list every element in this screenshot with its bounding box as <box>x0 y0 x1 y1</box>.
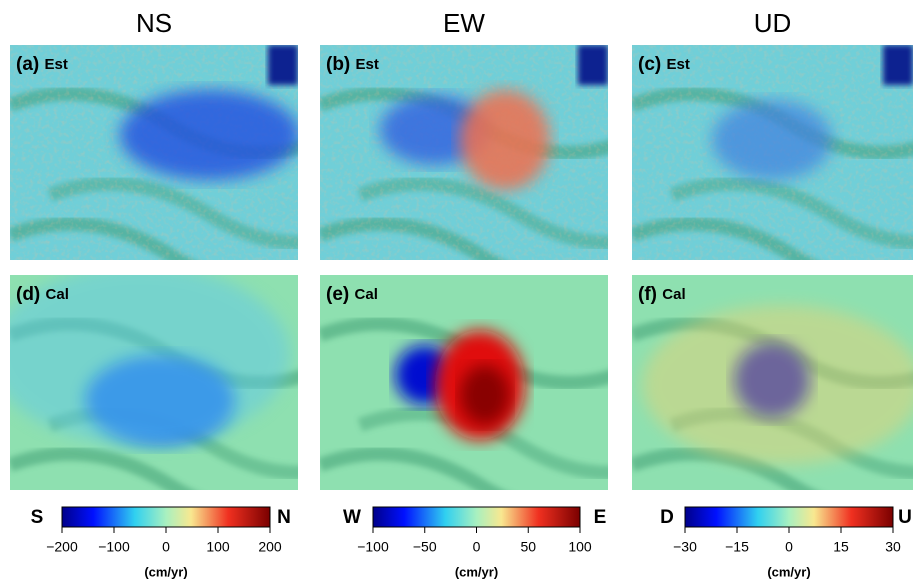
corner <box>883 45 913 85</box>
tick-label: −30 <box>673 539 697 555</box>
column-title: NS <box>136 8 172 38</box>
tick-label: −100 <box>357 539 389 555</box>
tick-label: 100 <box>206 539 230 555</box>
panel-tag: Cal <box>46 286 69 303</box>
tick-label: 0 <box>162 539 170 555</box>
anomaly <box>712 100 832 180</box>
column-title: EW <box>443 8 485 38</box>
panel-tag: Cal <box>355 286 378 303</box>
colorbar-unit: (cm/yr) <box>455 564 498 579</box>
panel-image <box>10 45 298 260</box>
tick-label: 50 <box>520 539 536 555</box>
panel: (c) Est <box>632 45 913 260</box>
panel-tag: Est <box>356 56 379 73</box>
panel-letter: (f) <box>638 284 657 305</box>
anomaly <box>120 90 298 180</box>
colorbar-low: W <box>343 507 361 528</box>
tick-label: −50 <box>413 539 437 555</box>
panel-letter: (a) <box>16 54 39 75</box>
colorbar-low: D <box>660 507 674 528</box>
panel: (e) Cal <box>320 275 608 490</box>
tick-label: 30 <box>885 539 901 555</box>
corner <box>268 45 298 85</box>
panel-tag: Est <box>45 56 68 73</box>
panel-label: (c) Est <box>638 54 690 75</box>
colorbar <box>61 506 271 528</box>
panel-label: (d) Cal <box>16 284 69 305</box>
colorbar-unit: (cm/yr) <box>767 564 810 579</box>
terrain <box>320 446 504 490</box>
panel-image <box>632 45 913 260</box>
terrain <box>10 446 194 490</box>
terrain <box>357 406 608 480</box>
panel: (f) Cal <box>632 275 913 490</box>
tick-label: 200 <box>258 539 282 555</box>
tick-label: −100 <box>98 539 130 555</box>
colorbar-unit: (cm/yr) <box>144 564 187 579</box>
panel-tag: Est <box>667 56 690 73</box>
anomaly <box>460 365 510 425</box>
panel-image <box>632 275 913 490</box>
panel-label: (a) Est <box>16 54 68 75</box>
tick-label: −15 <box>725 539 749 555</box>
panel-image <box>320 275 608 490</box>
panel-letter: (e) <box>326 284 349 305</box>
tick-label: −200 <box>46 539 78 555</box>
panel-label: (e) Cal <box>326 284 378 305</box>
colorbar-high: N <box>277 507 291 528</box>
tick-label: 0 <box>785 539 793 555</box>
anomaly <box>460 90 550 190</box>
column-title: UD <box>754 8 792 38</box>
panel-letter: (d) <box>16 284 40 305</box>
colorbar <box>372 506 581 528</box>
tick-label: 0 <box>473 539 481 555</box>
tick-label: 100 <box>568 539 592 555</box>
panel-label: (b) Est <box>326 54 379 75</box>
panel-label: (f) Cal <box>638 284 686 305</box>
terrain <box>632 446 816 490</box>
panel-tag: Cal <box>662 286 685 303</box>
panel-image <box>320 45 608 260</box>
colorbar <box>684 506 894 528</box>
colorbar-high: E <box>594 507 607 528</box>
panel-letter: (c) <box>638 54 661 75</box>
corner <box>578 45 608 85</box>
tick-label: 15 <box>833 539 849 555</box>
anomaly <box>642 305 913 465</box>
panel-image <box>10 275 298 490</box>
panel: (d) Cal <box>10 275 298 490</box>
colorbar-low: S <box>31 507 44 528</box>
panel: (a) Est <box>10 45 298 260</box>
panel: (b) Est <box>320 45 608 260</box>
anomaly <box>10 275 290 445</box>
colorbar-high: U <box>898 507 912 528</box>
panel-letter: (b) <box>326 54 350 75</box>
